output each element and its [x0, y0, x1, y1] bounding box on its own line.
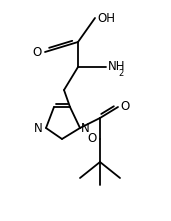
Text: OH: OH — [97, 11, 115, 25]
Text: O: O — [88, 133, 97, 145]
Text: N: N — [34, 122, 43, 135]
Text: N: N — [81, 122, 90, 135]
Text: O: O — [120, 101, 129, 114]
Text: 2: 2 — [119, 69, 124, 78]
Text: O: O — [33, 46, 42, 59]
Text: NH: NH — [108, 61, 126, 74]
